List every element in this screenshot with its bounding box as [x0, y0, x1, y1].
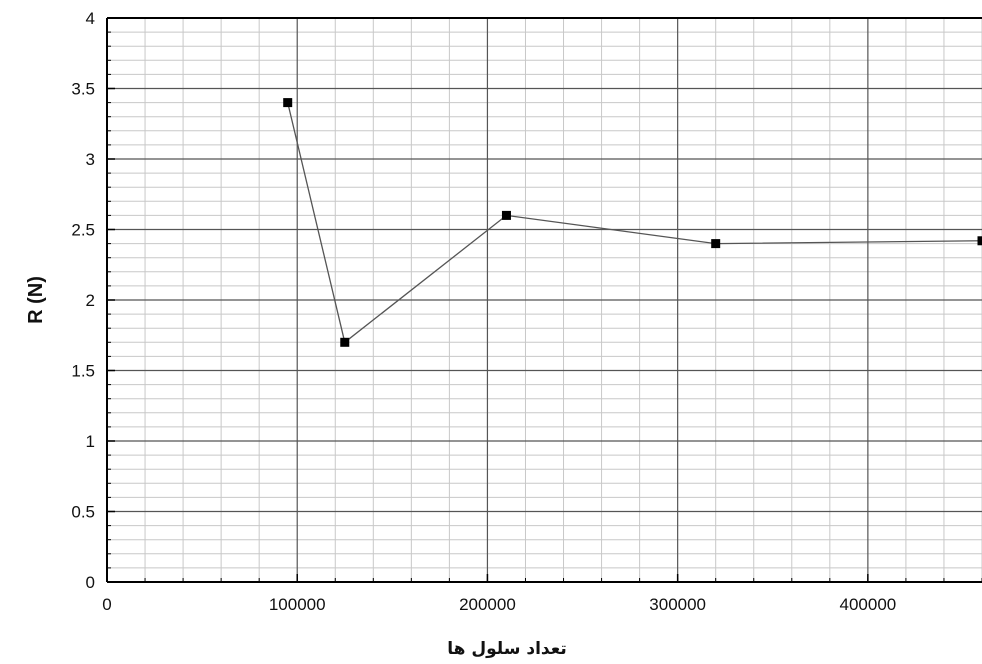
y-tick-label: 1: [86, 432, 95, 451]
y-tick-label: 0: [86, 573, 95, 592]
series-group: [287, 102, 982, 344]
data-point-marker: [283, 98, 293, 108]
data-point-marker: [501, 210, 511, 220]
y-tick-label: 2: [86, 291, 95, 310]
data-point-marker: [711, 239, 721, 249]
data-point-marker: [340, 337, 350, 347]
x-tick-label: 200000: [459, 595, 516, 614]
y-tick-label: 4: [86, 9, 95, 28]
y-axis-title: R (N): [25, 276, 47, 324]
y-tick-labels: 0 0.5 1 1.5 2 2.5 3 3.5 4: [71, 9, 95, 592]
y-tick-label: 1.5: [71, 362, 95, 381]
y-tick-label: 3.5: [71, 80, 95, 99]
x-tick-label: 400000: [840, 595, 897, 614]
x-tick-label: 300000: [649, 595, 706, 614]
y-tick-label: 0.5: [71, 503, 95, 522]
y-tick-label: 3: [86, 150, 95, 169]
markers-group: [283, 98, 982, 347]
data-point-marker: [977, 236, 982, 246]
x-tick-labels: 0 100000 200000 300000 400000: [102, 595, 896, 614]
x-axis-title: تعداد سلول ها: [447, 639, 566, 659]
x-tick-label: 0: [102, 595, 111, 614]
series-line: [287, 102, 982, 344]
tick-marks: [106, 17, 982, 583]
x-tick-label: 100000: [269, 595, 326, 614]
y-tick-label: 2.5: [71, 221, 95, 240]
